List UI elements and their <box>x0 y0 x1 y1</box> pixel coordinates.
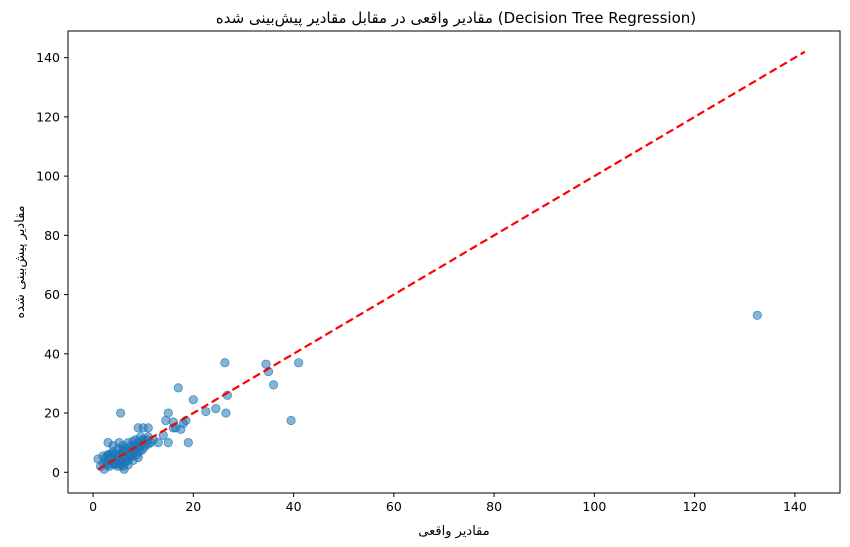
y-tick-label: 80 <box>44 228 60 243</box>
y-axis-label: مقادیر پیش‌بینی شده <box>13 205 28 318</box>
x-tick-label: 120 <box>683 499 707 514</box>
x-tick-label: 40 <box>286 499 302 514</box>
scatter-point <box>183 438 193 448</box>
scatter-point <box>98 451 108 461</box>
plot-frame <box>67 30 841 494</box>
scatter-point <box>163 438 173 448</box>
x-axis-label: مقادیر واقعی <box>418 524 489 539</box>
scatter-point <box>133 452 143 463</box>
x-axis: 0 20 40 60 80 100 120 140 <box>89 493 807 514</box>
scatter-point <box>268 380 279 390</box>
scatter-point <box>188 395 198 405</box>
reference-line <box>97 50 806 471</box>
scatter-point <box>221 408 231 418</box>
scatter-point <box>752 310 762 320</box>
scatter-point <box>143 423 153 433</box>
y-tick-label: 100 <box>36 169 60 184</box>
scatter-point <box>286 415 296 426</box>
scatter-point <box>173 383 183 393</box>
y-tick-label: 120 <box>36 109 60 124</box>
x-tick-label: 100 <box>582 499 606 514</box>
chart-title: مقادیر واقعی در مقابل مقادیر پیش‌بینی شد… <box>216 9 696 28</box>
plot-area <box>93 50 806 474</box>
x-tick-label: 80 <box>486 499 502 514</box>
x-tick-label: 140 <box>783 499 807 514</box>
y-tick-label: 20 <box>44 406 60 421</box>
y-tick-label: 60 <box>44 287 60 302</box>
scatter-point <box>163 408 173 418</box>
scatter-point <box>116 408 126 418</box>
y-tick-label: 0 <box>52 465 60 480</box>
scatter-point <box>153 438 163 448</box>
scatter-point <box>211 403 221 414</box>
y-tick-label: 140 <box>36 50 60 65</box>
scatter-point <box>103 438 113 448</box>
x-tick-label: 20 <box>185 499 201 514</box>
scatter-point <box>118 443 128 454</box>
scatter-point <box>220 358 230 368</box>
x-tick-label: 0 <box>89 499 97 514</box>
x-tick-label: 60 <box>386 499 402 514</box>
y-axis: 0 20 40 60 80 100 120 140 <box>36 50 68 480</box>
y-tick-label: 40 <box>44 346 60 361</box>
scatter-point <box>201 406 211 417</box>
scatter-point <box>293 358 304 368</box>
